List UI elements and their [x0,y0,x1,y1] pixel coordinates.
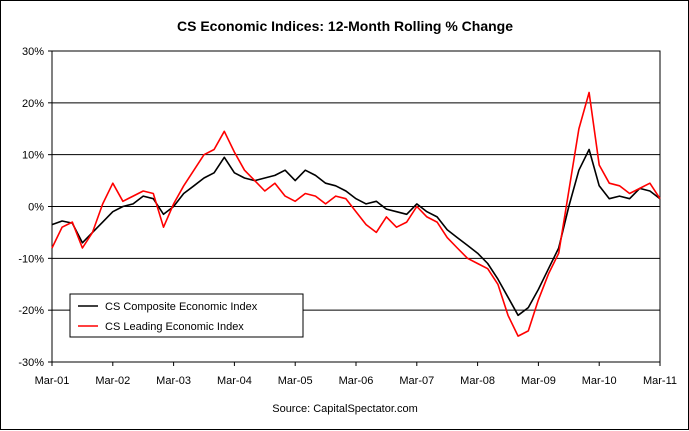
series-layer [51,91,661,337]
series-line-composite [51,148,661,317]
legend-box [69,293,304,338]
x-tick-label: Mar-06 [339,375,374,387]
y-tick-label: 30% [22,46,44,58]
x-tick-label: Mar-02 [95,375,130,387]
x-tick-label: Mar-10 [582,375,617,387]
y-tick-label: 0% [28,202,44,214]
series-line-leading [51,91,661,337]
y-tick-label: -30% [18,357,44,369]
y-tick-label: -10% [18,253,44,265]
x-tick-label: Mar-04 [217,375,252,387]
x-tick-label: Mar-01 [35,375,70,387]
legend-label-composite: CS Composite Economic Index [105,301,258,313]
x-tick-label: Mar-07 [399,375,434,387]
y-axis: 30% 20% 10% 0% -10% -20% -30% [18,46,52,369]
y-tick-label: -20% [18,305,44,317]
chart-title: CS Economic Indices: 12-Month Rolling % … [177,18,513,34]
legend-label-leading: CS Leading Economic Index [105,321,244,333]
legend: CS Composite Economic Index CS Leading E… [69,293,304,338]
x-tick-label: Mar-03 [156,375,191,387]
x-tick-label: Mar-09 [521,375,556,387]
y-tick-label: 10% [22,150,44,162]
x-tick-label: Mar-05 [278,375,313,387]
x-tick-label: Mar-08 [460,375,495,387]
x-axis: Mar-01 Mar-02 Mar-03 Mar-04 Mar-05 Mar-06 Mar-… [35,362,677,387]
y-tick-label: 20% [22,98,44,110]
source-note: Source: CapitalSpectator.com [272,403,418,415]
x-tick-label: Mar-11 [643,375,677,387]
